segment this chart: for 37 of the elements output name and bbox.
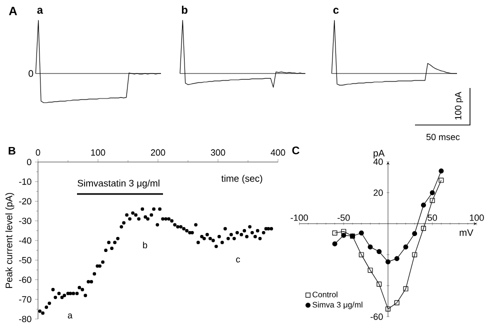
y-tick-label: -60 (19, 276, 32, 283)
x-tick-label: 400 (270, 149, 286, 156)
x-tick-label: 0 (36, 149, 40, 156)
chart-title: a (37, 8, 44, 14)
x-tick-label: 300 (210, 149, 226, 156)
y-tick-label: -50 (19, 256, 32, 264)
y-tick-label: -70 (19, 296, 32, 303)
y-axis-title: pA (374, 150, 385, 158)
x-axis-title: mV (460, 229, 474, 236)
y-tick-label: -10 (19, 178, 32, 185)
x-tick-label: -50 (338, 214, 350, 221)
x-tick-label: 50 (428, 214, 437, 221)
annotation: a (68, 314, 72, 318)
y-tick-label: -60 (370, 314, 383, 320)
x-tick-label: -100 (290, 214, 308, 221)
y-tick-label: -80 (19, 316, 32, 322)
text: A (8, 6, 17, 16)
x-tick-label: 100 (91, 149, 106, 156)
y-tick-label: 20 (374, 190, 383, 196)
chart-title: B (8, 147, 16, 155)
y-tick-label: 40 (373, 158, 383, 165)
chart-title: b (182, 6, 188, 14)
x-axis-title: time (sec) (221, 174, 262, 184)
y-tick-label: -40 (19, 237, 32, 244)
y-tick-label: -30 (19, 218, 32, 224)
text: 100 pA (454, 92, 464, 120)
chart-title: c (333, 8, 339, 14)
x-tick-label: 100 (470, 214, 484, 221)
chart-title: C (292, 146, 300, 154)
annotation: c (236, 258, 240, 262)
y-tick-label: 0 (27, 158, 32, 166)
y-axis-title: Peak current level (pA) (5, 192, 14, 288)
annotation: Simvastatin 3 μg/ml (78, 180, 160, 188)
x-tick-label: 200 (150, 149, 166, 156)
y-tick-label: -20 (19, 198, 32, 204)
annotation: b (143, 242, 148, 248)
text: 50 msec (426, 134, 460, 140)
